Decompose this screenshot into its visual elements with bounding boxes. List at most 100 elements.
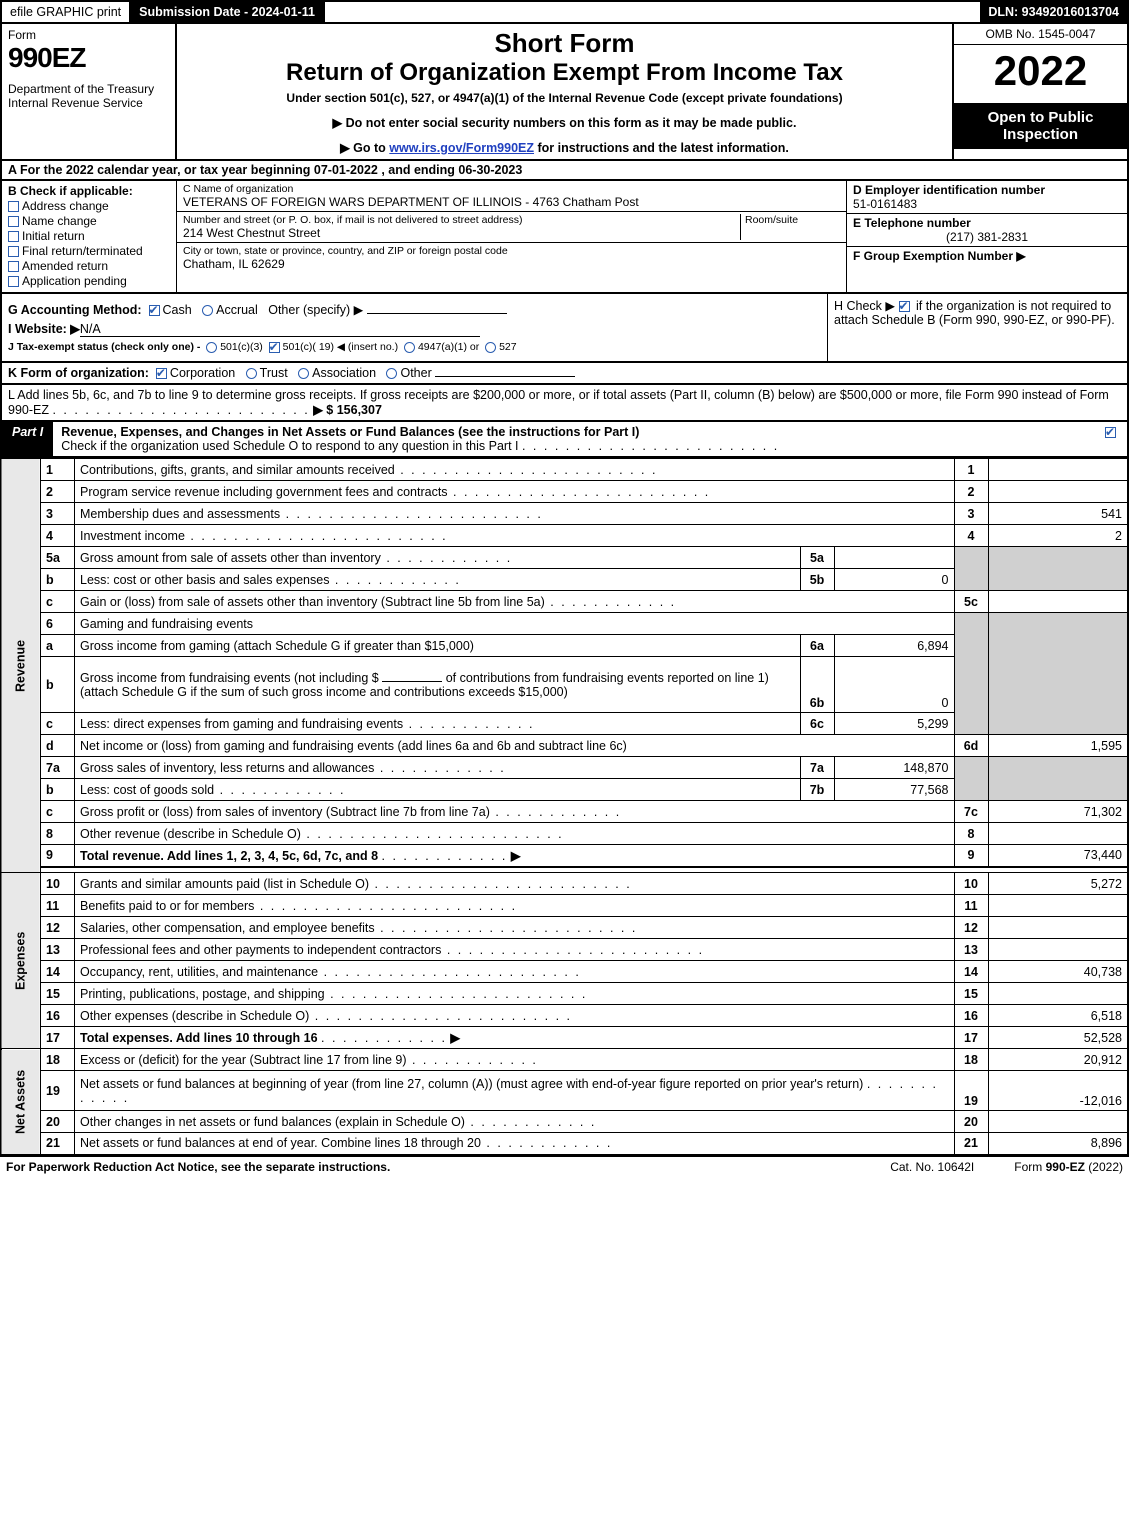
line-5c-rnum: 5c (954, 591, 988, 613)
line-17-rnum: 17 (954, 1027, 988, 1049)
netassets-side-label: Net Assets (1, 1049, 41, 1155)
line-9-text: Total revenue. Add lines 1, 2, 3, 4, 5c,… (75, 845, 955, 867)
line-14-rnum: 14 (954, 961, 988, 983)
line-2-rnum: 2 (954, 481, 988, 503)
radio-4947[interactable] (404, 342, 415, 353)
chk-h-sched-b[interactable] (899, 301, 910, 312)
line-6d-num: d (41, 735, 75, 757)
line-10-rnum: 10 (954, 873, 988, 895)
line-5ab-grey-amt (988, 547, 1128, 591)
line-7c-text: Gross profit or (loss) from sales of inv… (75, 801, 955, 823)
line-15-amt (988, 983, 1128, 1005)
f-label: F Group Exemption Number ▶ (853, 249, 1026, 263)
line-7a-sub: 7a (800, 757, 834, 779)
line-17-num: 17 (41, 1027, 75, 1049)
org-name: VETERANS OF FOREIGN WARS DEPARTMENT OF I… (183, 195, 840, 209)
form-subtitle: Under section 501(c), 527, or 4947(a)(1)… (185, 91, 944, 105)
row-k-form-org: K Form of organization: Corporation Trus… (0, 363, 1129, 385)
line-6-text: Gaming and fundraising events (75, 613, 955, 635)
line-1-amt (988, 459, 1128, 481)
part-i-check[interactable] (1097, 422, 1127, 456)
irs-link[interactable]: www.irs.gov/Form990EZ (389, 141, 534, 155)
submission-date: Submission Date - 2024-01-11 (131, 2, 325, 22)
line-7b-num: b (41, 779, 75, 801)
block-g-through-j: G Accounting Method: Cash Accrual Other … (0, 294, 1129, 363)
org-address: 214 West Chestnut Street (183, 226, 740, 240)
line-20-amt (988, 1111, 1128, 1133)
chk-corporation[interactable] (156, 368, 167, 379)
j-tax-exempt: J Tax-exempt status (check only one) - 5… (8, 341, 821, 353)
note2-post: for instructions and the latest informat… (534, 141, 789, 155)
line-11-num: 11 (41, 895, 75, 917)
chk-501c[interactable] (269, 342, 280, 353)
col-b-checkboxes: B Check if applicable: Address change Na… (2, 181, 177, 292)
line-21-rnum: 21 (954, 1133, 988, 1155)
ssn-warning: ▶ Do not enter social security numbers o… (185, 115, 944, 130)
line-18-amt: 20,912 (988, 1049, 1128, 1071)
note2-pre: ▶ Go to (340, 141, 389, 155)
line-5ab-grey (954, 547, 988, 591)
header-left: Form 990EZ Department of the Treasury In… (2, 24, 177, 159)
gross-receipts-amount: ▶ $ 156,307 (313, 403, 382, 417)
chk-association[interactable] (298, 368, 309, 379)
line-3-text: Membership dues and assessments (75, 503, 955, 525)
ein-value: 51-0161483 (853, 197, 917, 211)
org-city: Chatham, IL 62629 (183, 257, 840, 271)
line-7a-subamt: 148,870 (834, 757, 954, 779)
line-16-amt: 6,518 (988, 1005, 1128, 1027)
efile-label[interactable]: efile GRAPHIC print (2, 2, 131, 22)
chk-final-return[interactable]: Final return/terminated (8, 244, 170, 258)
line-7c-rnum: 7c (954, 801, 988, 823)
chk-other[interactable] (386, 368, 397, 379)
line-19-rnum: 19 (954, 1071, 988, 1111)
c-name: C Name of organization VETERANS OF FOREI… (177, 181, 846, 212)
line-10-text: Grants and similar amounts paid (list in… (75, 873, 955, 895)
open-to-public: Open to Public Inspection (954, 103, 1127, 149)
omb-number: OMB No. 1545-0047 (954, 24, 1127, 45)
chk-cash[interactable] (149, 305, 160, 316)
form-title: Return of Organization Exempt From Incom… (185, 59, 944, 87)
chk-trust[interactable] (246, 368, 257, 379)
chk-initial-return[interactable]: Initial return (8, 229, 170, 243)
g-accounting-method: G Accounting Method: Cash Accrual Other … (8, 302, 821, 317)
line-9-amt: 73,440 (988, 845, 1128, 867)
chk-name-change[interactable]: Name change (8, 214, 170, 228)
part-i-tag: Part I (2, 422, 53, 456)
form-word: Form (8, 28, 169, 42)
line-21-text: Net assets or fund balances at end of ye… (75, 1133, 955, 1155)
chk-amended-return[interactable]: Amended return (8, 259, 170, 273)
line-15-rnum: 15 (954, 983, 988, 1005)
radio-527[interactable] (485, 342, 496, 353)
d-label: D Employer identification number (853, 183, 1045, 197)
short-form-title: Short Form (185, 28, 944, 59)
line-14-num: 14 (41, 961, 75, 983)
line-21-amt: 8,896 (988, 1133, 1128, 1155)
line-21-num: 21 (41, 1133, 75, 1155)
line-12-amt (988, 917, 1128, 939)
line-14-amt: 40,738 (988, 961, 1128, 983)
chk-address-change[interactable]: Address change (8, 199, 170, 213)
line-4-num: 4 (41, 525, 75, 547)
form-number: 990EZ (8, 42, 169, 74)
line-15-text: Printing, publications, postage, and shi… (75, 983, 955, 1005)
line-6a-text: Gross income from gaming (attach Schedul… (75, 635, 801, 657)
line-2-num: 2 (41, 481, 75, 503)
h-label-pre: H Check ▶ (834, 299, 899, 313)
line-6b-num: b (41, 657, 75, 713)
c-addr-lbl: Number and street (or P. O. box, if mail… (183, 214, 740, 226)
phone-value: (217) 381-2831 (853, 230, 1121, 244)
col-d-e-f: D Employer identification number 51-0161… (847, 181, 1127, 292)
line-9-num: 9 (41, 845, 75, 867)
line-6d-rnum: 6d (954, 735, 988, 757)
line-6-num: 6 (41, 613, 75, 635)
radio-501c3[interactable] (206, 342, 217, 353)
chk-accrual[interactable] (202, 305, 213, 316)
line-4-rnum: 4 (954, 525, 988, 547)
line-19-amt: -12,016 (988, 1071, 1128, 1111)
chk-application-pending[interactable]: Application pending (8, 274, 170, 288)
line-3-num: 3 (41, 503, 75, 525)
line-16-rnum: 16 (954, 1005, 988, 1027)
col-g-i-j: G Accounting Method: Cash Accrual Other … (2, 294, 827, 361)
line-18-text: Excess or (deficit) for the year (Subtra… (75, 1049, 955, 1071)
line-7ab-grey (954, 757, 988, 801)
